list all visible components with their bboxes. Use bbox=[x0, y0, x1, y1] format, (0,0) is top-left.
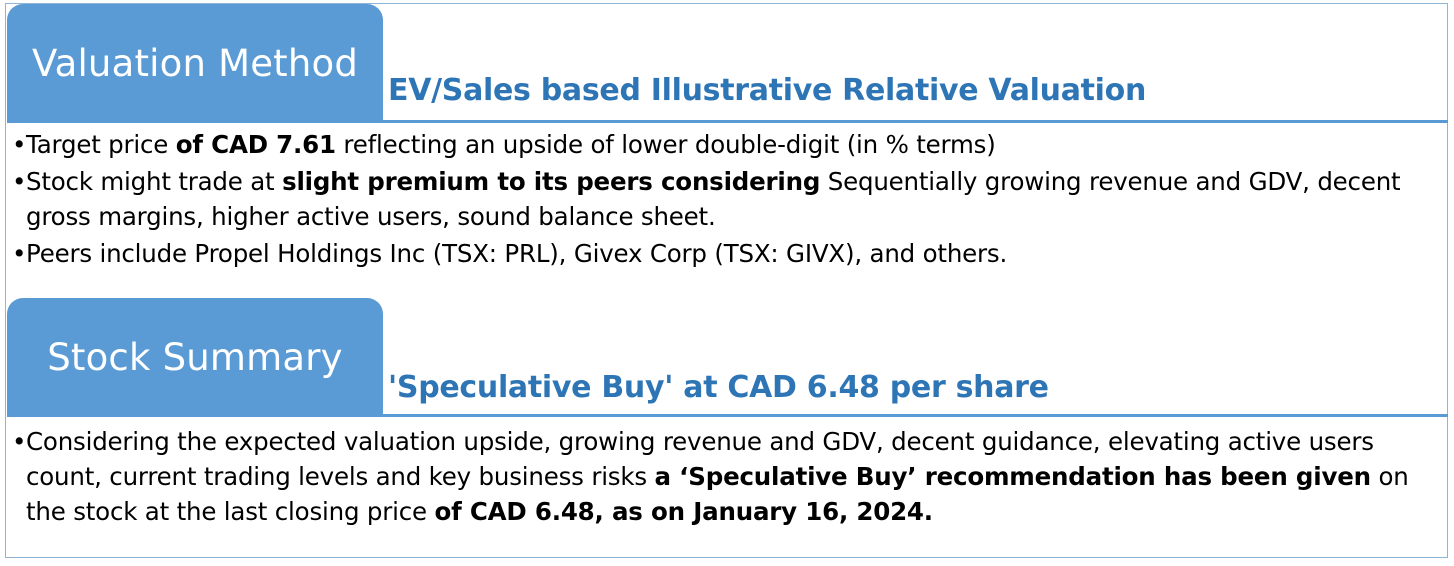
valuation-method-tab-title: Valuation Method bbox=[31, 41, 359, 85]
stock-summary-tab: Stock Summary bbox=[7, 298, 383, 416]
stock-summary-bullets: Considering the expected valuation upsid… bbox=[12, 424, 1442, 531]
valuation-method-divider bbox=[7, 120, 1448, 123]
valuation-method-tab: Valuation Method bbox=[7, 4, 383, 122]
content-frame bbox=[5, 3, 1448, 558]
valuation-method-bullets: Target price of CAD 7.61 reflecting an u… bbox=[12, 127, 1442, 273]
valuation-method-subtitle: EV/Sales based Illustrative Relative Val… bbox=[388, 73, 1147, 108]
stock-summary-tab-title: Stock Summary bbox=[47, 335, 343, 379]
bullet-item: Stock might trade at slight premium to i… bbox=[12, 164, 1442, 234]
stock-summary-subtitle: 'Speculative Buy' at CAD 6.48 per share bbox=[388, 370, 1049, 405]
bullet-item: Peers include Propel Holdings Inc (TSX: … bbox=[12, 236, 1442, 271]
stock-summary-divider bbox=[7, 414, 1448, 417]
bullet-item: Considering the expected valuation upsid… bbox=[12, 424, 1442, 529]
bullet-item: Target price of CAD 7.61 reflecting an u… bbox=[12, 127, 1442, 162]
